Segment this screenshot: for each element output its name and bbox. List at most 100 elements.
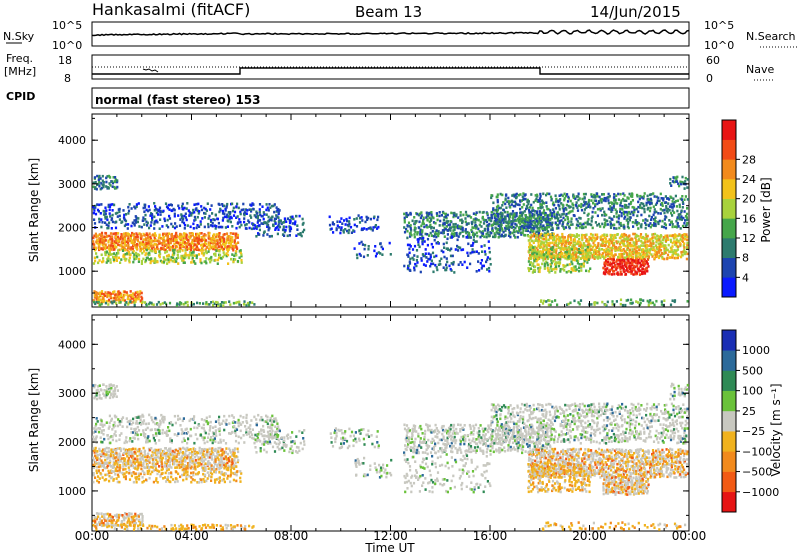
velocity-echo-cell	[148, 461, 151, 464]
velocity-echo-cell	[198, 457, 201, 461]
velocity-echo-cell	[107, 447, 110, 450]
power-echo-cell	[581, 197, 584, 201]
velocity-echo-cell	[167, 458, 170, 462]
power-echo-cell	[139, 249, 142, 253]
power-echo-cell	[233, 254, 236, 258]
velocity-echo-cell	[159, 454, 162, 457]
power-echo-cell	[575, 268, 578, 271]
power-echo-cell	[680, 218, 683, 221]
power-echo-cell	[215, 225, 218, 228]
power-echo-cell	[669, 256, 672, 259]
power-echo-cell	[627, 298, 630, 302]
power-echo-cell	[410, 233, 413, 237]
power-echo-cell	[600, 201, 603, 204]
power-echo-cell	[115, 255, 118, 259]
power-echo-cell	[533, 249, 536, 252]
power-echo-cell	[620, 249, 623, 252]
velocity-echo-cell	[176, 453, 179, 456]
power-echo-cell	[617, 248, 620, 252]
power-echo-cell	[645, 235, 648, 238]
power-echo-cell	[486, 224, 489, 227]
power-echo-cell	[623, 215, 627, 219]
power-echo-cell	[283, 220, 286, 224]
power-echo-cell	[117, 232, 120, 235]
power-echo-cell	[146, 242, 149, 245]
power-echo-cell	[96, 291, 99, 295]
power-echo-cell	[121, 245, 124, 248]
power-echo-cell	[636, 221, 639, 224]
power-echo-cell	[115, 298, 118, 301]
power-echo-cell	[558, 208, 561, 211]
power-echo-cell	[684, 219, 687, 222]
power-echo-cell	[111, 252, 114, 256]
power-ylabel: Slant Range [km]	[27, 158, 41, 262]
power-echo-cell	[475, 240, 478, 243]
power-echo-cell	[427, 252, 430, 255]
power-echo-cell	[684, 176, 687, 180]
power-echo-cell	[102, 181, 105, 184]
power-echo-cell	[628, 253, 631, 256]
power-echo-cell	[277, 207, 280, 211]
power-echo-cell	[227, 248, 230, 251]
velocity-echo-cell	[201, 454, 204, 458]
power-echo-cell	[415, 219, 418, 223]
power-echo-cell	[514, 202, 518, 205]
power-echo-cell	[566, 263, 569, 267]
power-echo-cell	[609, 205, 612, 208]
power-echo-cell	[539, 225, 542, 229]
power-echo-cell	[632, 251, 636, 254]
power-echo-cell	[201, 245, 205, 249]
power-echo-cell	[596, 202, 599, 206]
power-echo-cell	[358, 252, 361, 256]
power-echo-cell	[98, 259, 101, 262]
power-echo-cell	[109, 176, 112, 179]
power-echo-cell	[517, 216, 520, 220]
power-echo-cell	[583, 257, 586, 261]
power-echo-cell	[136, 243, 139, 246]
power-echo-cell	[285, 225, 288, 229]
power-echo-cell	[574, 250, 577, 254]
power-echo-cell	[649, 241, 652, 245]
power-echo-cell	[514, 193, 517, 197]
power-echo-cell	[655, 210, 658, 214]
power-echo-cell	[650, 247, 653, 251]
power-echo-cell	[607, 250, 610, 254]
power-echo-cell	[555, 267, 558, 271]
power-echo-cell	[173, 251, 176, 255]
power-echo-cell	[569, 253, 572, 257]
power-echo-cell	[548, 192, 551, 196]
velocity-echo-cell	[122, 451, 125, 455]
power-echo-cell	[508, 217, 511, 221]
power-echo-cell	[557, 264, 561, 268]
power-echo-cell	[589, 232, 593, 236]
power-echo-cell	[262, 217, 265, 221]
power-echo-cell	[555, 235, 558, 238]
power-echo-cell	[538, 215, 541, 218]
power-echo-cell	[669, 182, 672, 185]
velocity-echo-cell	[219, 455, 223, 459]
power-echo-cell	[93, 300, 96, 304]
power-echo-cell	[147, 239, 150, 242]
velocity-echo-cell	[107, 453, 110, 457]
power-echo-cell	[657, 256, 661, 260]
power-echo-cell	[530, 222, 533, 226]
power-echo-cell	[600, 199, 603, 202]
power-echo-cell	[559, 198, 562, 201]
power-echo-cell	[512, 213, 516, 216]
power-echo-cell	[435, 254, 438, 258]
power-echo-cell	[519, 219, 522, 223]
velocity-echo-cell	[107, 450, 111, 453]
velocity-echo-cell	[173, 452, 176, 455]
power-echo-cell	[301, 230, 304, 234]
power-echo-cell	[361, 219, 364, 222]
power-echo-cell	[556, 211, 559, 214]
power-echo-cell	[403, 218, 406, 222]
power-echo-cell	[489, 257, 492, 261]
power-echo-cell	[666, 197, 669, 200]
power-echo-cell	[617, 214, 621, 217]
power-echo-cell	[632, 252, 635, 256]
power-echo-cell	[493, 208, 497, 212]
power-echo-cell	[671, 299, 674, 302]
power-echo-cell	[153, 215, 156, 219]
power-echo-cell	[224, 301, 227, 304]
